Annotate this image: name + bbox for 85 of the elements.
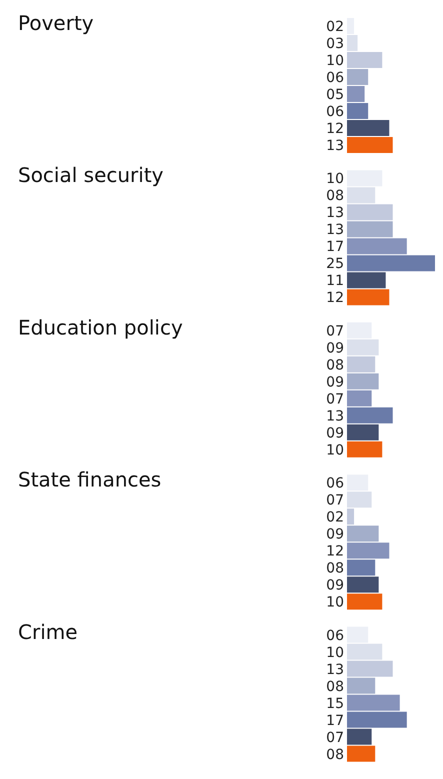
data-label: 08 xyxy=(326,188,344,204)
bar xyxy=(347,712,407,728)
y-tick-label: Poverty xyxy=(18,11,94,35)
y-tick-label: State finances xyxy=(18,468,162,492)
bar xyxy=(347,339,379,356)
data-label: 09 xyxy=(326,374,344,390)
data-label: 15 xyxy=(326,696,344,712)
data-label: 13 xyxy=(326,138,344,154)
bar xyxy=(347,69,368,85)
data-label: 05 xyxy=(326,86,344,103)
bar xyxy=(347,526,379,542)
bar xyxy=(347,221,393,238)
data-label: 02 xyxy=(326,510,344,526)
data-label: 17 xyxy=(326,712,344,729)
data-label: 08 xyxy=(326,746,344,763)
data-label: 12 xyxy=(326,120,344,137)
bar xyxy=(347,322,372,338)
bar xyxy=(347,746,376,762)
y-tick-label: Crime xyxy=(18,620,78,644)
bar xyxy=(347,576,379,593)
data-label: 09 xyxy=(326,526,344,543)
bar xyxy=(347,289,390,306)
data-label: 17 xyxy=(326,239,344,256)
bar xyxy=(347,560,376,576)
data-label: 07 xyxy=(326,730,344,746)
data-label: 12 xyxy=(326,290,344,306)
data-label: 11 xyxy=(326,273,344,290)
bar xyxy=(347,508,354,525)
bar xyxy=(347,35,358,51)
data-label: 09 xyxy=(326,340,344,356)
bar xyxy=(347,272,386,288)
data-label: 07 xyxy=(326,391,344,408)
bar xyxy=(347,373,379,390)
bar xyxy=(347,120,390,136)
data-label: 13 xyxy=(326,408,344,424)
data-label: 25 xyxy=(326,256,344,272)
data-label: 07 xyxy=(326,492,344,509)
data-label: 10 xyxy=(326,644,344,661)
bar xyxy=(347,474,368,491)
data-label: 10 xyxy=(326,594,344,611)
bar xyxy=(347,103,368,119)
bar xyxy=(347,204,393,220)
data-label: 13 xyxy=(326,222,344,238)
data-label: 09 xyxy=(326,578,344,594)
y-tick-label: Education policy xyxy=(18,315,183,340)
bar xyxy=(347,86,365,102)
data-label: 06 xyxy=(326,104,344,120)
bar xyxy=(347,644,382,660)
bar xyxy=(347,255,435,272)
bar xyxy=(347,542,390,559)
data-label: 13 xyxy=(326,205,344,222)
data-label: 07 xyxy=(326,323,344,340)
bar xyxy=(347,52,382,68)
bar xyxy=(347,356,376,372)
bar xyxy=(347,694,400,711)
data-label: 08 xyxy=(326,678,344,695)
data-label: 06 xyxy=(326,70,344,86)
bar xyxy=(347,390,372,406)
data-label: 09 xyxy=(326,425,344,442)
data-label: 03 xyxy=(326,36,344,52)
bar xyxy=(347,660,393,677)
bar xyxy=(347,678,376,694)
bar xyxy=(347,594,382,610)
data-label: 13 xyxy=(326,662,344,678)
y-tick-label: Social security xyxy=(18,163,164,188)
data-label: 12 xyxy=(326,544,344,560)
data-label: 10 xyxy=(326,171,344,188)
bar xyxy=(347,187,376,204)
bar xyxy=(347,170,382,186)
bar xyxy=(347,626,368,643)
data-label: 10 xyxy=(326,52,344,69)
bar xyxy=(347,424,379,440)
bar xyxy=(347,407,393,424)
bar xyxy=(347,728,372,745)
data-label: 08 xyxy=(326,560,344,577)
bar xyxy=(347,18,354,34)
bar xyxy=(347,238,407,254)
data-label: 08 xyxy=(326,357,344,374)
data-label: 06 xyxy=(326,628,344,644)
data-label: 10 xyxy=(326,442,344,458)
data-label: 06 xyxy=(326,476,344,492)
bar xyxy=(347,441,382,458)
data-label: 02 xyxy=(326,18,344,35)
bar xyxy=(347,492,372,508)
bar xyxy=(347,137,393,153)
